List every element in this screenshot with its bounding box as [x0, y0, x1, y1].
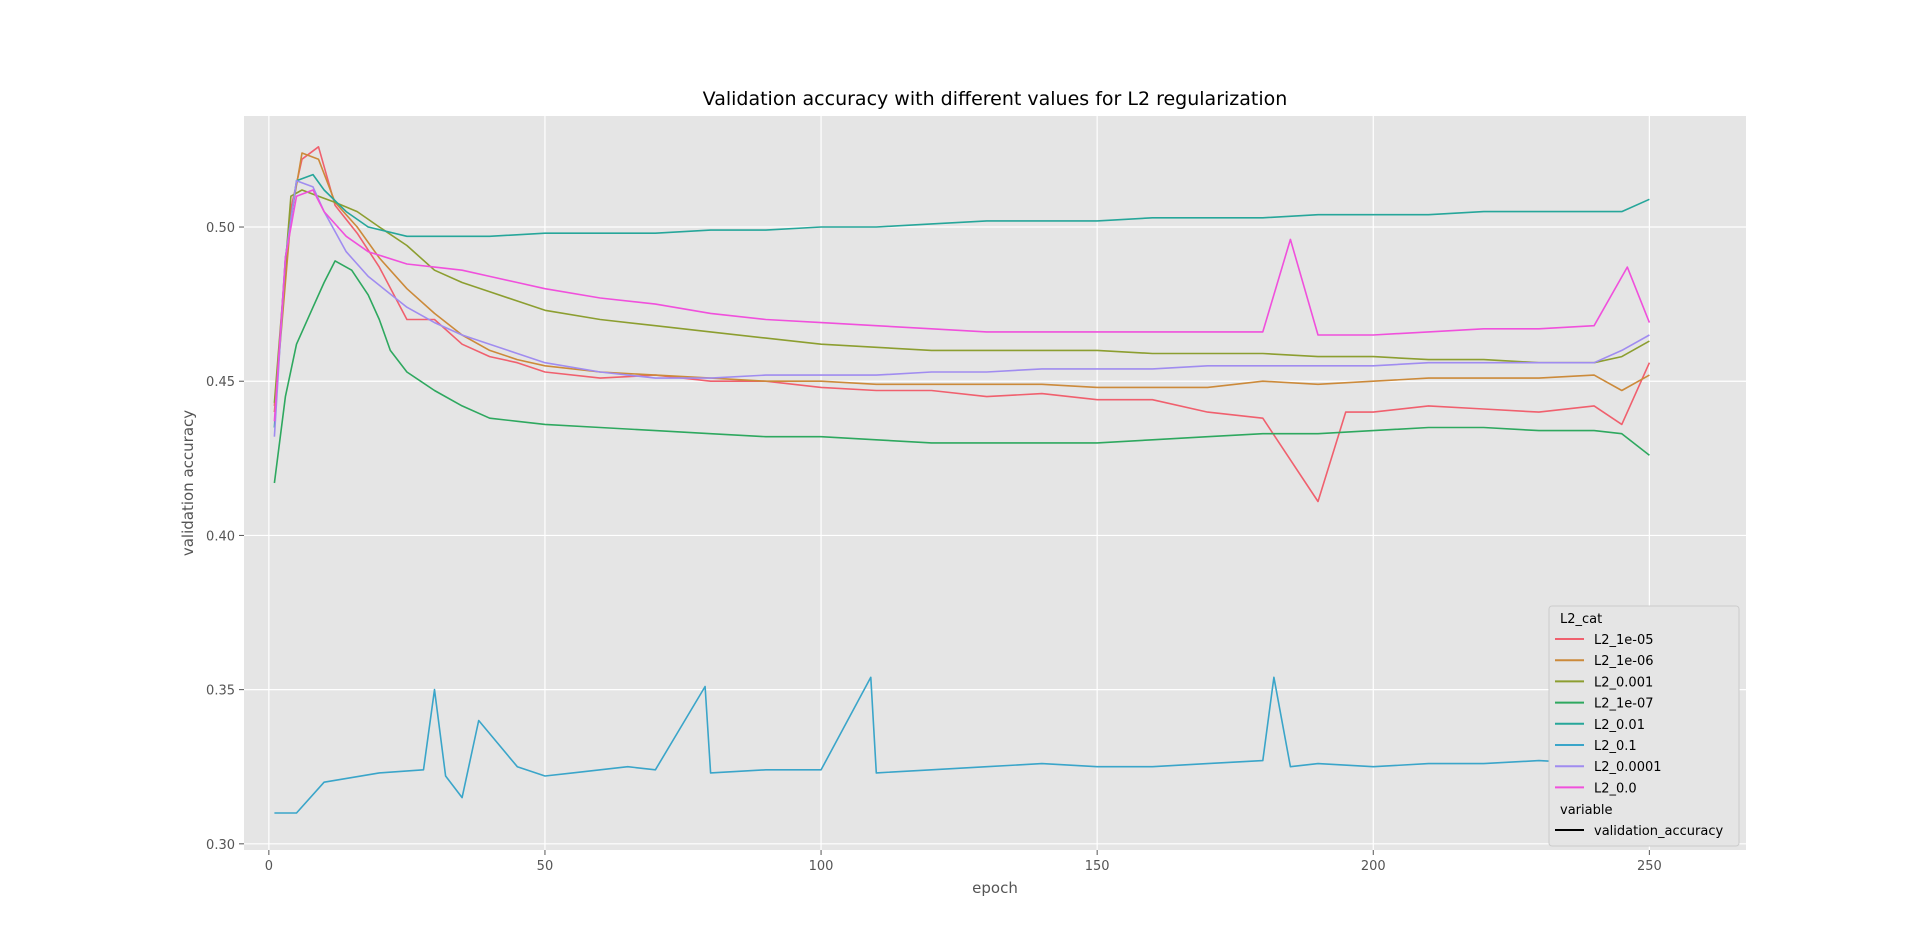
y-axis-label: validation accuracy [179, 410, 197, 556]
y-tick-label: 0.50 [206, 221, 235, 236]
series-line-L2_1e-07 [273, 260, 1650, 484]
legend-entry-label: L2_1e-05 [1594, 633, 1654, 648]
y-axis: 0.30 0.35 0.40 0.45 0.50 [206, 221, 244, 853]
legend-entry-label: L2_0.01 [1594, 718, 1645, 733]
x-tick-label: 50 [537, 859, 554, 874]
y-tick-label: 0.35 [206, 684, 235, 699]
series-line-L2_0.1 [274, 676, 1650, 814]
series-line-L2_0.001 [273, 189, 1650, 403]
x-tick-label: 200 [1361, 859, 1386, 874]
legend-entry-label: L2_0.0 [1594, 781, 1637, 796]
legend-entry-label: L2_1e-06 [1594, 654, 1654, 669]
legend-style-title: variable [1560, 803, 1612, 818]
legend-style-entry: validation_accuracy [1594, 824, 1723, 839]
x-tick-label: 150 [1085, 859, 1110, 874]
x-tick-label: 250 [1637, 859, 1662, 874]
series-line-L2_0.01 [273, 173, 1650, 428]
series-line-L2_1e-05 [273, 146, 1651, 503]
gridlines [244, 116, 1746, 850]
x-axis: 0 50 100 150 200 250 [265, 850, 1662, 874]
legend-box [1548, 605, 1740, 847]
x-axis-label: epoch [972, 879, 1018, 897]
chart-title: Validation accuracy with different value… [703, 88, 1288, 110]
y-tick-label: 0.45 [206, 375, 235, 390]
legend-hue-title: L2_cat [1560, 612, 1602, 627]
legend-entry-label: L2_0.001 [1594, 675, 1653, 690]
plot-background [244, 116, 1746, 850]
legend: L2_cat L2_1e-05L2_1e-06L2_0.001L2_1e-07L… [1548, 605, 1740, 847]
series-lines [273, 146, 1651, 814]
x-tick-label: 0 [265, 859, 273, 874]
y-tick-label: 0.30 [206, 838, 235, 853]
legend-entry-label: L2_1e-07 [1594, 697, 1654, 712]
series-line-L2_0.0 [273, 189, 1651, 422]
series-line-L2_1e-06 [273, 152, 1650, 413]
x-tick-label: 100 [809, 859, 834, 874]
legend-entry-label: L2_0.0001 [1594, 760, 1662, 775]
y-tick-label: 0.40 [206, 529, 235, 544]
series-line-L2_0.0001 [273, 180, 1650, 437]
legend-entries: L2_1e-05 L2_1e-06 L2_0.001 L2_1e-07 L2_0.01 L… [1555, 633, 1662, 796]
legend-entry-label: L2_0.1 [1594, 739, 1637, 754]
